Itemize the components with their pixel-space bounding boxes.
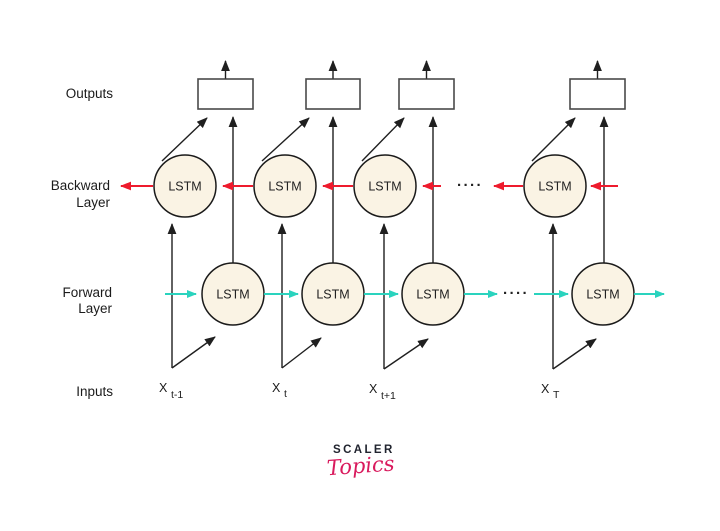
backward-lstm-label-4: LSTM	[538, 180, 571, 194]
output-box-2	[305, 78, 361, 110]
input-to-forward-arrow-4	[552, 338, 597, 370]
input-label-2-sub: t	[284, 388, 287, 400]
forward-layer-label-line2: Layer	[78, 301, 112, 316]
input-label-4-sub: T	[553, 389, 560, 401]
backward-to-output-arrow-1	[161, 117, 208, 162]
backward-layer-label-line2: Layer	[76, 195, 110, 210]
input-to-forward-arrow-1	[171, 336, 216, 369]
input-label-1-base: X	[159, 381, 168, 395]
backward-to-output-arrow-4	[531, 117, 576, 162]
forward-lstm-label-2: LSTM	[316, 288, 349, 302]
backward-to-output-arrow-2	[261, 117, 310, 162]
forward-ellipsis: ····	[503, 285, 529, 302]
logo-brand-text: SCALER	[333, 444, 395, 456]
backward-lstm-node-3	[353, 154, 417, 218]
scaler-topics-logo: SCALER Topics	[326, 444, 395, 480]
forward-layer-label-line1: Forward	[62, 285, 112, 300]
output-box-3	[398, 78, 455, 110]
backward-lstm-label-1: LSTM	[168, 180, 201, 194]
output-box-1	[197, 78, 254, 110]
input-label-3-base: X	[369, 382, 378, 396]
backward-lstm-label-2: LSTM	[268, 180, 301, 194]
input-label-3-sub: t+1	[381, 390, 396, 402]
output-box-4	[569, 78, 626, 110]
input-to-forward-arrow-3	[383, 338, 429, 370]
input-label-1-sub: t-1	[171, 389, 183, 401]
input-to-forward-arrow-2	[281, 337, 322, 369]
backward-to-output-arrow-3	[361, 117, 405, 162]
forward-lstm-label-3: LSTM	[416, 288, 449, 302]
backward-ellipsis: ····	[457, 177, 483, 194]
inputs-row-label: Inputs	[76, 384, 113, 399]
logo-product-text: Topics	[326, 452, 395, 481]
forward-lstm-label-4: LSTM	[586, 288, 619, 302]
backward-layer-label-line1: Backward	[51, 178, 110, 193]
backward-lstm-node-4	[523, 154, 587, 218]
input-label-4-base: X	[541, 382, 550, 396]
outputs-row-label: Outputs	[66, 86, 114, 101]
forward-lstm-label-1: LSTM	[216, 288, 249, 302]
backward-lstm-label-3: LSTM	[368, 180, 401, 194]
input-label-2-base: X	[272, 381, 281, 395]
backward-lstm-node-2	[253, 154, 317, 218]
backward-lstm-node-1	[153, 154, 217, 218]
